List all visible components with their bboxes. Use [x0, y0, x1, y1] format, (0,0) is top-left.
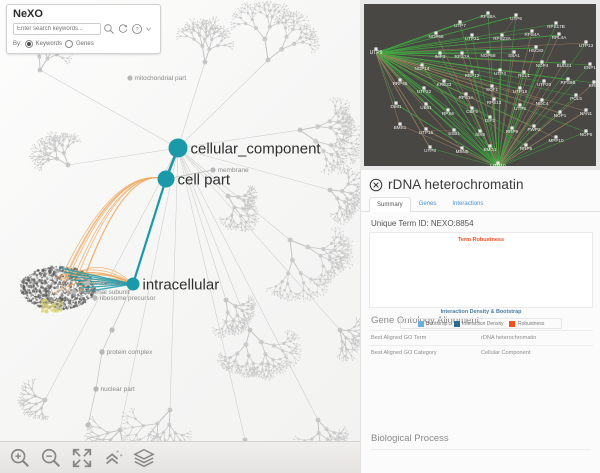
filter-by-label: By: — [13, 41, 22, 47]
tab-summary[interactable]: Summary — [369, 197, 411, 212]
go-row-category: Best Aligned GO Category Cellular Compon… — [369, 345, 593, 360]
legend-label-bootstrap: Bootstrap — [426, 320, 448, 327]
radio-keywords-label: Keywords — [35, 41, 63, 47]
go-value-category: Cellular Component — [481, 350, 531, 356]
fit-screen-icon[interactable] — [71, 447, 93, 469]
legend-label-robustness: Robustness — [517, 320, 545, 327]
gene-interaction-network[interactable]: UTP9UTP10RPS8AUTP6UTP7RPS17BNOP56UTP21RP… — [360, 0, 600, 170]
chevron-down-icon[interactable] — [145, 23, 152, 35]
tab-interactions[interactable]: Interactions — [452, 201, 484, 207]
search-row: ? — [13, 23, 155, 35]
close-circle-icon[interactable] — [369, 178, 383, 192]
chart-title-robustness: Term Robustness — [457, 237, 505, 243]
legend-interaction-density: Interaction Density — [453, 320, 504, 327]
term-robustness-chart: Term Robustness Interaction Density & Bo… — [369, 232, 593, 329]
search-icon[interactable] — [103, 23, 115, 35]
go-value-term: rDNA heterochromatin — [481, 335, 537, 341]
legend-robustness: Robustness — [509, 320, 545, 327]
gene-graph[interactable]: UTP9UTP10RPS8AUTP6UTP7RPS17BNOP56UTP21RP… — [364, 4, 596, 166]
info-tabs: Summary Genes Interactions — [361, 196, 600, 212]
zoom-out-icon[interactable] — [40, 447, 62, 469]
robustness-legend: Bootstrap Interaction Density Robustness — [400, 318, 562, 329]
go-section-title: Gene Ontology Alignment — [371, 315, 480, 326]
unique-term-id: Unique Term ID: NEXO:8854 — [371, 219, 474, 228]
legend-swatch-interaction-density — [453, 320, 460, 327]
radio-keywords[interactable] — [24, 40, 33, 48]
go-alignment-chart — [369, 365, 593, 427]
search-panel: NeXO ? By: — [6, 4, 161, 54]
robustness-bottom-axis — [374, 301, 588, 308]
collapse-arrows-icon[interactable] — [102, 447, 124, 469]
go-key-category: Best Aligned GO Category — [371, 350, 437, 356]
term-info-panel: rDNA heterochromatin Summary Genes Inter… — [360, 170, 600, 473]
layers-icon[interactable] — [133, 447, 155, 469]
robustness-plot-area — [380, 251, 582, 301]
radio-genes[interactable] — [65, 40, 74, 48]
legend-swatch-bootstrap — [417, 320, 424, 327]
gene-ontology-alignment-section: Gene Ontology Alignment Best Aligned GO … — [369, 315, 593, 360]
biological-process-divider — [371, 449, 591, 450]
refresh-icon[interactable] — [117, 23, 129, 35]
term-header: rDNA heterochromatin — [361, 170, 600, 196]
robustness-top-axis — [374, 244, 588, 251]
legend-label-interaction-density: Interaction Density — [462, 320, 504, 327]
radio-genes-label: Genes — [76, 41, 94, 47]
network-toolbar — [0, 441, 360, 473]
go-key-term: Best Aligned GO Term — [371, 335, 427, 341]
chart-xlabel-robustness: Interaction Density & Bootstrap — [440, 309, 522, 315]
search-input[interactable] — [13, 23, 101, 35]
biological-process-title: Biological Process — [371, 433, 449, 444]
zoom-in-icon[interactable] — [9, 447, 31, 469]
tab-genes[interactable]: Genes — [418, 201, 437, 207]
page-title: rDNA heterochromatin — [388, 177, 524, 192]
search-filter-row: By: Keywords Genes — [13, 40, 155, 48]
app-title: NeXO — [13, 8, 43, 20]
help-icon[interactable]: ? — [131, 23, 143, 35]
legend-swatch-robustness — [509, 320, 516, 327]
go-row-term: Best Aligned GO Term rDNA heterochromati… — [369, 330, 593, 345]
ontology-network-canvas[interactable]: mitochondrial part membrane protein comple… — [0, 0, 361, 473]
legend-bootstrap: Bootstrap — [417, 320, 448, 327]
